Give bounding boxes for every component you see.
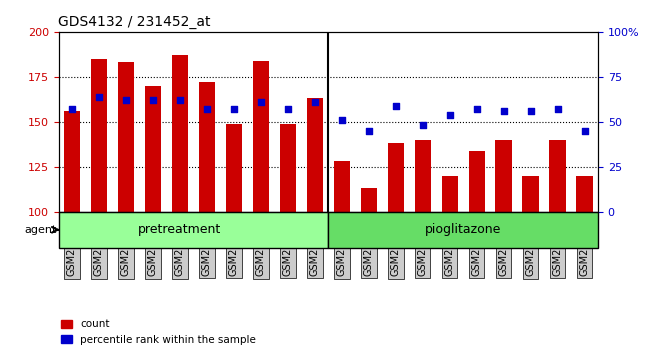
Point [67,107,77,112]
Bar [145,86,161,212]
Point [94,94,104,99]
Point [499,108,509,114]
Point [202,107,212,112]
Point [175,97,185,103]
Bar [307,98,323,212]
Point [255,99,266,105]
Bar [469,151,485,212]
Bar [333,161,350,212]
Bar [253,61,269,212]
Bar [577,176,593,212]
Text: pioglitazone: pioglitazone [425,223,501,236]
Bar [549,140,566,212]
Bar [91,59,107,212]
Bar [226,124,242,212]
Point [229,107,239,112]
Bar [495,140,512,212]
Point [471,107,482,112]
Bar [199,82,215,212]
Point [445,112,455,118]
Bar [387,143,404,212]
Legend: count, percentile rank within the sample: count, percentile rank within the sample [57,315,260,349]
Point [121,97,131,103]
Text: pretreatment: pretreatment [138,223,222,236]
Bar [441,176,458,212]
Bar [118,62,134,212]
Text: agent: agent [25,225,57,235]
Bar [64,111,80,212]
Point [283,107,293,112]
Point [148,97,158,103]
Point [552,107,563,112]
Bar [172,55,188,212]
Point [579,128,590,134]
Bar [280,124,296,212]
Point [363,128,374,134]
FancyBboxPatch shape [328,212,598,248]
Bar [415,140,431,212]
Point [309,99,320,105]
Point [525,108,536,114]
Bar [523,176,539,212]
Point [391,103,401,108]
Text: GDS4132 / 231452_at: GDS4132 / 231452_at [58,16,211,29]
FancyBboxPatch shape [58,212,328,248]
Point [417,122,428,128]
Bar [361,188,377,212]
Point [337,117,347,123]
